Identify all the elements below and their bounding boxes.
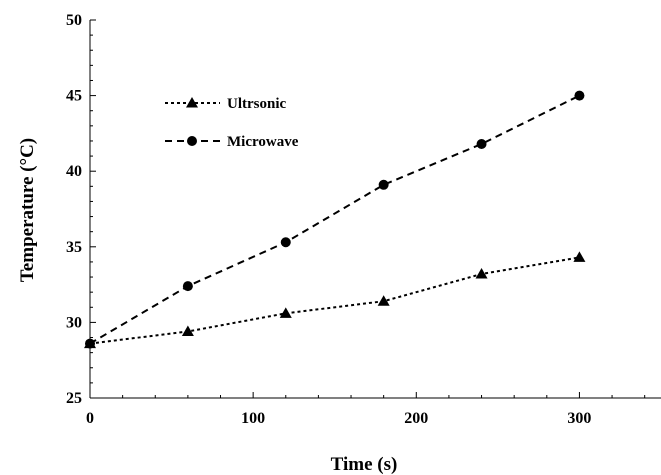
series-microwave	[85, 90, 585, 349]
x-tick-label: 0	[86, 410, 94, 427]
x-tick-label: 200	[404, 410, 428, 427]
data-point	[475, 268, 488, 279]
series-line	[89, 94, 580, 345]
legend-label: Microwave	[227, 134, 299, 150]
y-tick-label: 25	[66, 390, 82, 407]
x-tick-label: 300	[567, 410, 591, 427]
data-point	[573, 251, 586, 262]
y-tick-label: 45	[66, 88, 82, 105]
data-point	[280, 237, 291, 248]
legend-item: Ultrsonic	[165, 96, 287, 112]
data-point	[181, 325, 194, 336]
series-line	[89, 256, 580, 345]
y-tick-label: 30	[66, 314, 82, 331]
data-point	[377, 295, 390, 306]
y-tick-label: 40	[66, 163, 82, 180]
legend-item: Microwave	[165, 134, 299, 150]
data-point	[182, 281, 193, 292]
data-point	[85, 338, 95, 349]
axes: 25 30 35 40 45 50 0 100 200 300	[66, 12, 661, 427]
x-axis-title: Time (s)	[331, 454, 398, 475]
legend-label: Ultrsonic	[227, 96, 287, 112]
data-point	[378, 179, 389, 190]
y-tick-label: 35	[66, 239, 82, 256]
legend-swatch-marker	[187, 136, 197, 146]
series-ultrsonic	[84, 251, 586, 349]
y-tick-label: 50	[66, 12, 82, 29]
data-point	[476, 138, 487, 149]
data-point	[279, 307, 292, 318]
legend-swatch-marker	[186, 97, 198, 108]
data-point	[574, 90, 585, 101]
x-tick-label: 100	[241, 410, 265, 427]
y-axis-title: Temperature (°C)	[17, 138, 38, 282]
series-layer	[84, 90, 586, 349]
legend: Ultrsonic Microwave	[165, 96, 299, 150]
